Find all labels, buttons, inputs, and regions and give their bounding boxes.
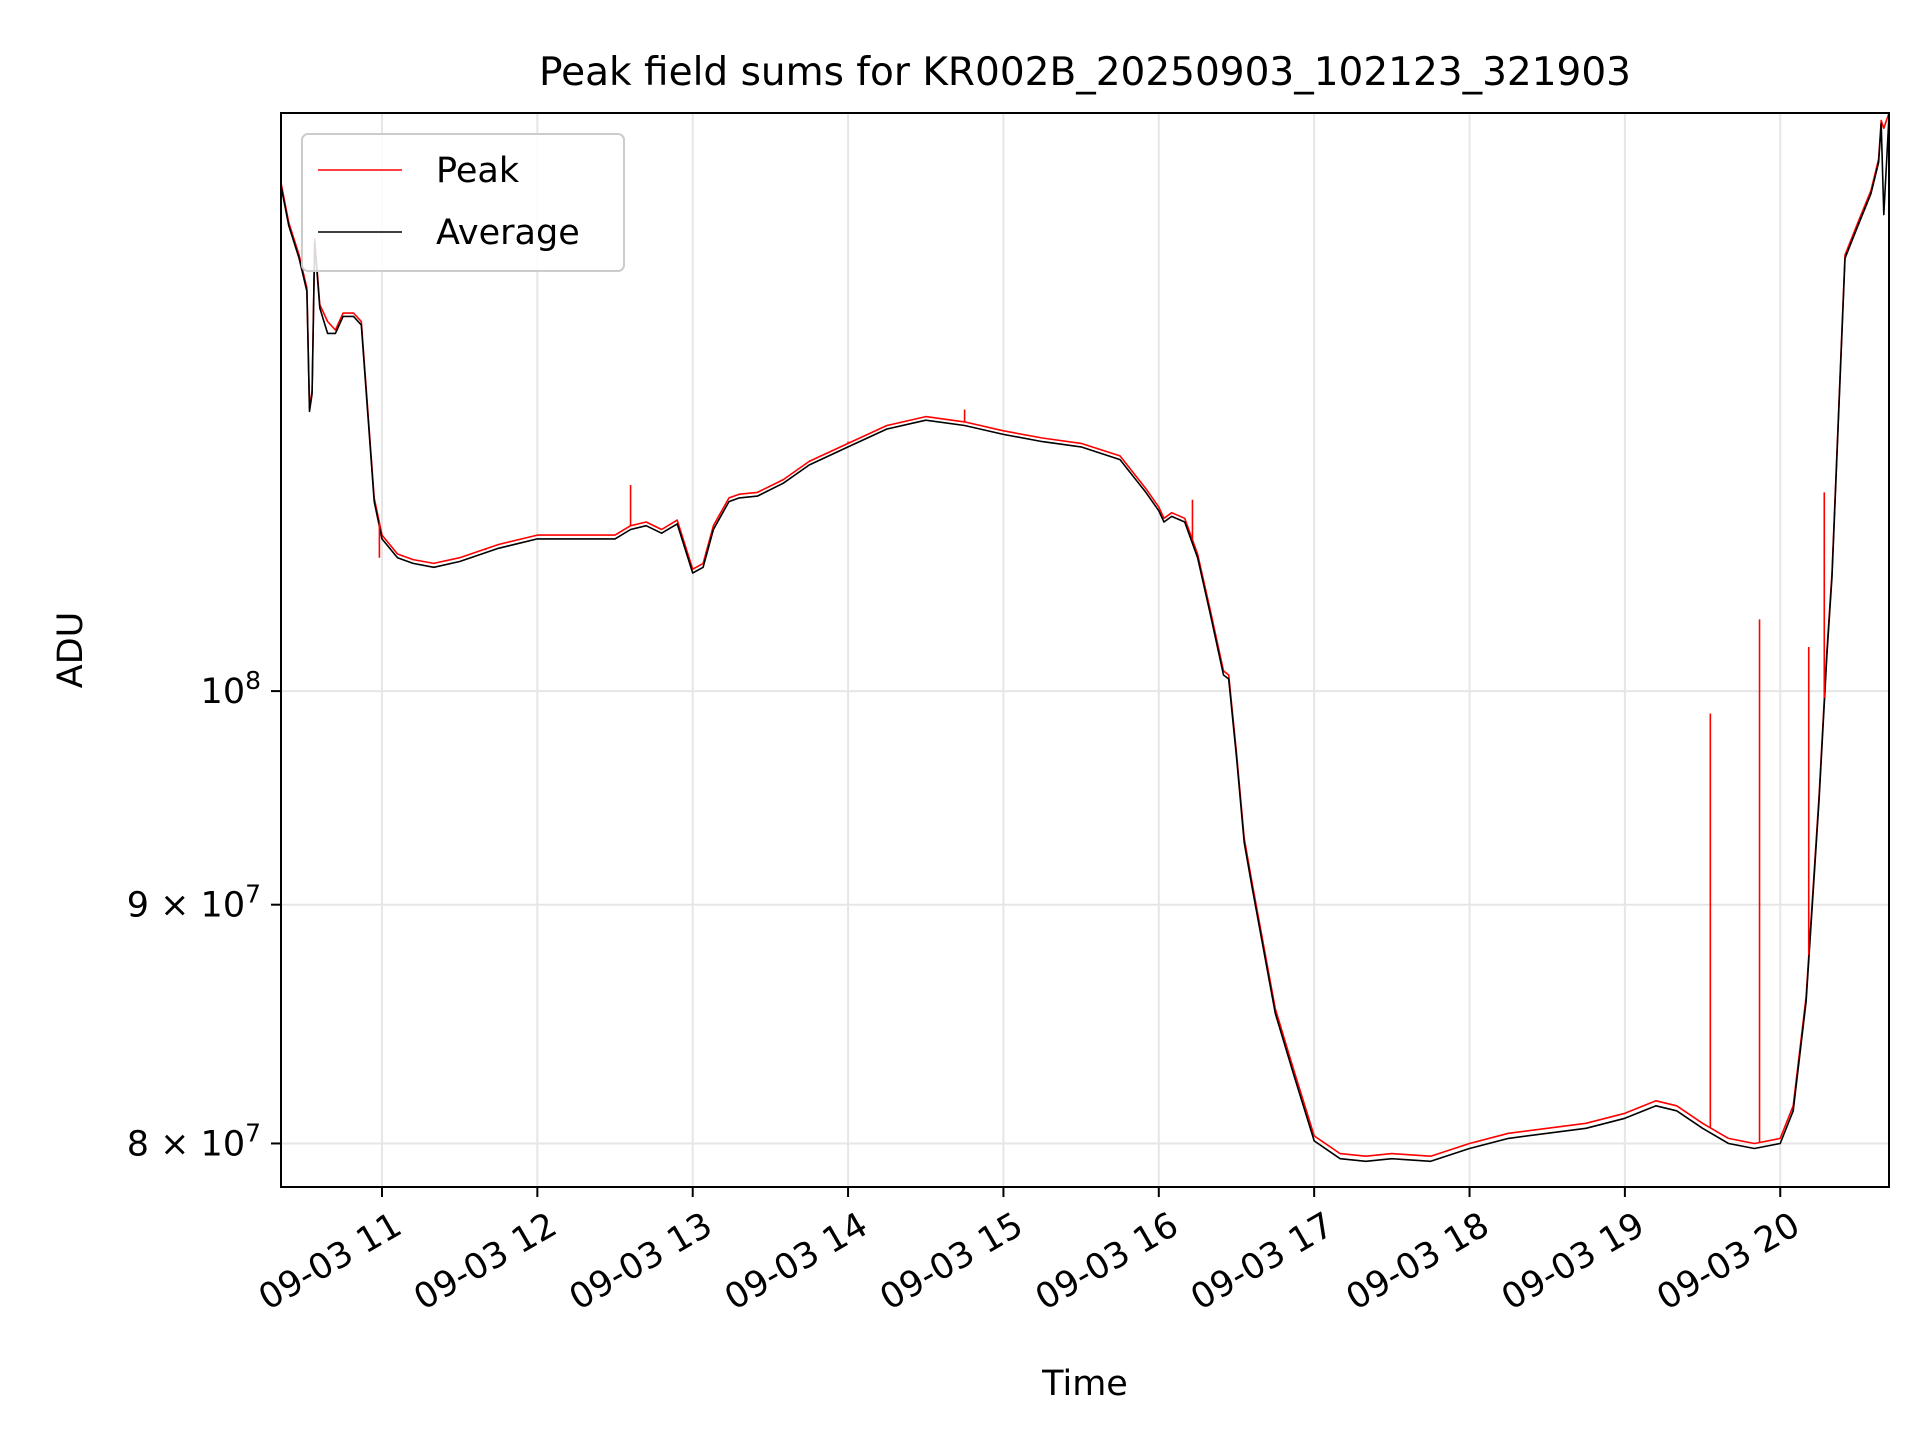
series-line-peak <box>280 112 1890 1157</box>
series-layer <box>280 112 1890 1163</box>
x-tick-label: 09-03 19 <box>1495 1205 1651 1318</box>
x-tick-label: 09-03 15 <box>874 1205 1030 1318</box>
x-tick-label: 09-03 16 <box>1029 1205 1185 1318</box>
y-tick-base: 10 <box>201 1124 246 1164</box>
legend-peak-label: Peak <box>436 151 520 191</box>
y-tick-label: 108 <box>201 666 261 712</box>
x-tick-label: 09-03 11 <box>252 1205 408 1318</box>
grid-lines <box>281 113 1889 1187</box>
legend: Peak Average <box>301 133 625 272</box>
x-tick-label: 09-03 12 <box>408 1205 564 1318</box>
y-tick-label: 8 × 107 <box>127 1118 261 1164</box>
y-tick-label: 9 × 107 <box>127 880 261 926</box>
y-axis-label: ADU <box>51 612 91 689</box>
y-tick-times: × <box>149 1124 201 1164</box>
y-tick-exponent: 8 <box>245 666 261 695</box>
legend-box <box>301 133 625 272</box>
x-axis-ticks: 09-03 11 09-03 12 09-03 13 09-03 14 09-03 15… <box>252 1187 1807 1318</box>
x-tick-label: 09-03 14 <box>718 1205 874 1318</box>
chart-title: Peak field sums for KR002B_20250903_1021… <box>539 50 1631 95</box>
x-tick-label: 09-03 18 <box>1340 1205 1496 1318</box>
axes-frame <box>280 112 1890 1188</box>
x-axis-label: Time <box>1041 1364 1128 1404</box>
x-tick-label: 09-03 17 <box>1184 1205 1340 1318</box>
y-tick-times: × <box>149 886 201 926</box>
y-tick-mantissa: 9 <box>127 886 149 926</box>
y-tick-mantissa: 8 <box>127 1124 149 1164</box>
x-tick-label: 09-03 13 <box>563 1205 719 1318</box>
y-tick-exponent: 7 <box>245 1118 261 1147</box>
y-tick-exponent: 7 <box>245 880 261 909</box>
legend-average-label: Average <box>436 213 580 253</box>
y-tick-base: 10 <box>201 672 246 712</box>
y-tick-base: 10 <box>201 886 246 926</box>
x-tick-label: 09-03 20 <box>1650 1205 1806 1318</box>
series-line-average <box>280 116 1890 1163</box>
